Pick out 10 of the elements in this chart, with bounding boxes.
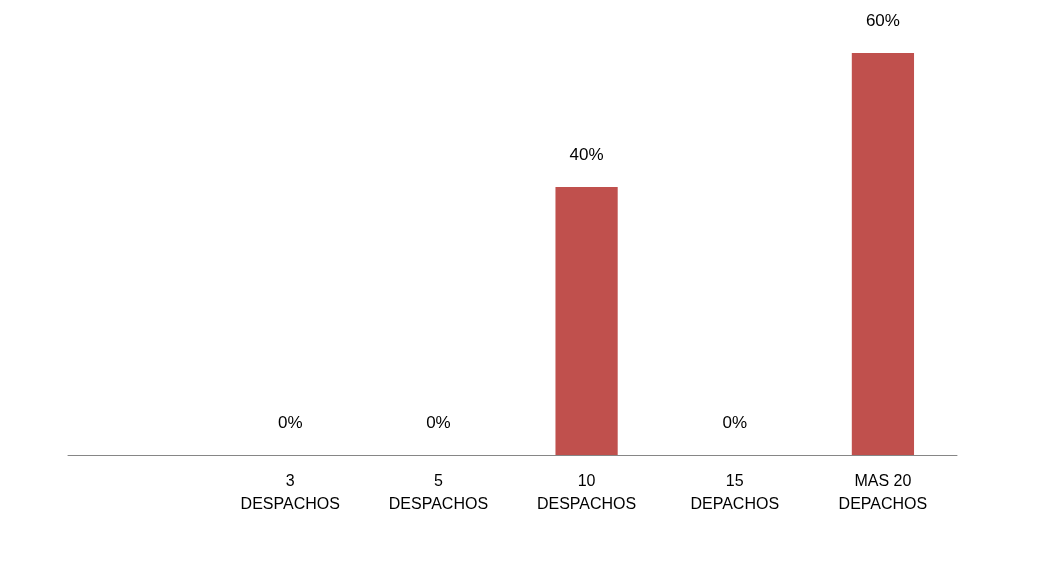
data-label: 0% [277,413,303,432]
data-label: 0% [426,413,451,432]
x-tick-label: MAS 20 DEPACHOS [838,472,928,512]
x-tick-label: 10 DESPACHOS [536,472,637,512]
data-label: 40% [569,145,604,164]
data-label: 60% [865,11,900,30]
x-tick-label: 5 DESPACHOS [388,472,489,512]
x-tick-label: 3 DESPACHOS [240,472,340,512]
data-label: 0% [722,413,748,432]
x-tick-label: 15 DEPACHOS [690,472,780,512]
